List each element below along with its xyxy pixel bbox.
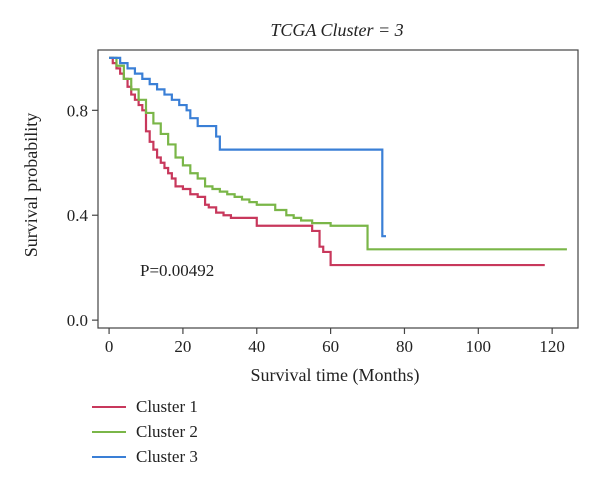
legend-swatch (92, 455, 126, 458)
legend-label: Cluster 1 (136, 396, 198, 416)
legend-item-cluster-1: Cluster 1 (92, 394, 198, 419)
x-tick-label: 40 (248, 337, 265, 356)
x-tick-label: 60 (322, 337, 339, 356)
legend-swatch (92, 430, 126, 433)
x-axis: 0 20 40 60 80 100 120 (105, 328, 565, 356)
series-line-cluster-1 (109, 56, 545, 267)
legend: Cluster 1 Cluster 2 Cluster 3 (92, 394, 198, 469)
y-axis-title: Survival probability (21, 113, 41, 257)
x-tick-label: 0 (105, 337, 114, 356)
series-line-cluster-3 (109, 56, 386, 238)
x-tick-label: 80 (396, 337, 413, 356)
legend-label: Cluster 2 (136, 421, 198, 441)
plot-frame (97, 49, 579, 329)
x-axis-title: Survival time (Months) (251, 365, 420, 386)
series-line-cluster-2 (109, 56, 567, 251)
y-axis: 0.0 0.4 0.8 (67, 101, 98, 330)
series-layer (109, 56, 567, 267)
legend-label: Cluster 3 (136, 446, 198, 466)
y-tick-label: 0.0 (67, 311, 88, 330)
survival-chart: TCGA Cluster = 3 0.0 0.4 0.8 0 20 40 60 80 100 1… (21, 20, 579, 386)
chart-title: TCGA Cluster = 3 (270, 20, 403, 40)
y-tick-label: 0.4 (67, 206, 89, 225)
legend-item-cluster-2: Cluster 2 (92, 419, 198, 444)
p-value-annotation: P=0.00492 (140, 261, 214, 280)
legend-item-cluster-3: Cluster 3 (92, 444, 198, 469)
x-tick-label: 100 (466, 337, 492, 356)
y-tick-label: 0.8 (67, 101, 88, 120)
legend-swatch (92, 405, 126, 408)
x-tick-label: 20 (174, 337, 191, 356)
x-tick-label: 120 (539, 337, 565, 356)
